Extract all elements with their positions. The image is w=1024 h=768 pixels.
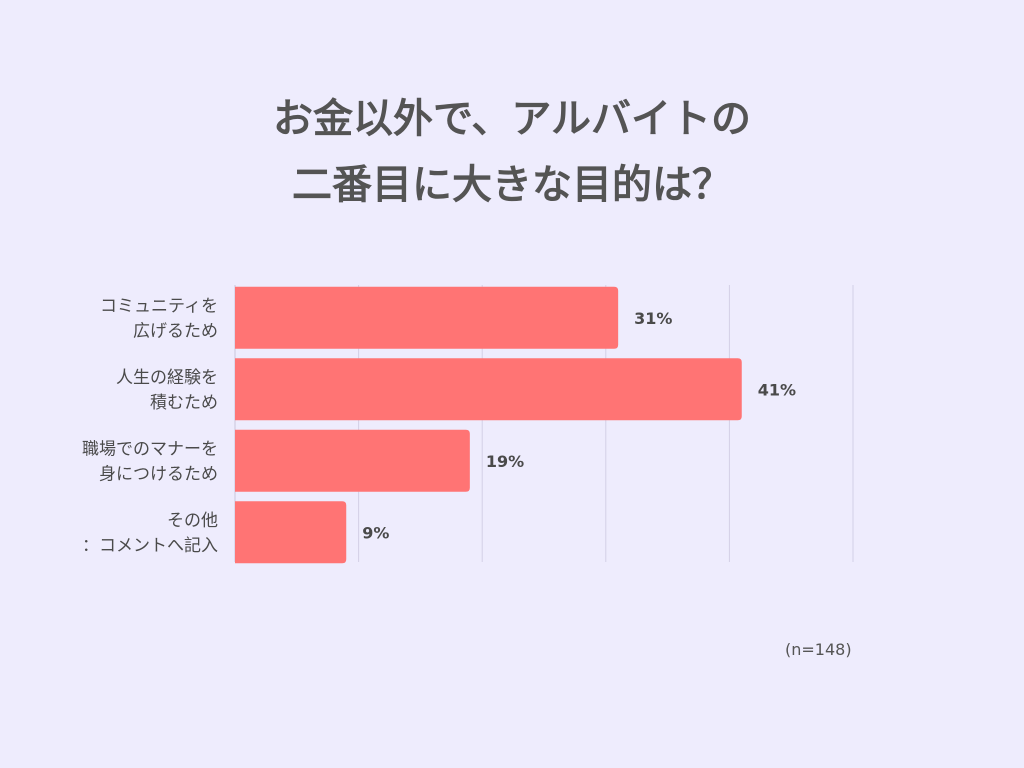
value-label: 19% bbox=[486, 452, 524, 471]
chart-title: お金以外で、アルバイトの 二番目に大きな目的は？ bbox=[0, 86, 1024, 218]
bar bbox=[235, 501, 347, 564]
category-label: 広げるため bbox=[133, 321, 218, 341]
bar bbox=[235, 286, 619, 349]
category-label: コミュニティを bbox=[100, 296, 218, 316]
bar bbox=[235, 429, 470, 492]
sample-size-note: (n=148) bbox=[785, 640, 852, 659]
chart-title-line-1: お金以外で、アルバイトの bbox=[273, 96, 751, 142]
category-label: 積むため bbox=[150, 393, 218, 413]
bars bbox=[235, 286, 742, 564]
category-label: ：コメントへ記入 bbox=[82, 536, 218, 556]
value-label: 31% bbox=[634, 309, 672, 328]
category-labels: コミュニティを広げるため人生の経験を積むため職場でのマナーを身につけるためその他… bbox=[82, 296, 218, 556]
value-label: 41% bbox=[758, 380, 796, 399]
value-labels: 31% 41% 19% 9% bbox=[362, 309, 796, 543]
value-label: 9% bbox=[362, 523, 389, 542]
category-label: 身につけるため bbox=[99, 464, 218, 484]
chart-title-line-2: 二番目に大きな目的は？ bbox=[292, 162, 732, 208]
category-label: 職場でのマナーを bbox=[82, 439, 218, 459]
category-label: その他 bbox=[167, 511, 218, 531]
bar bbox=[235, 358, 742, 421]
category-label: 人生の経験を bbox=[116, 368, 218, 388]
